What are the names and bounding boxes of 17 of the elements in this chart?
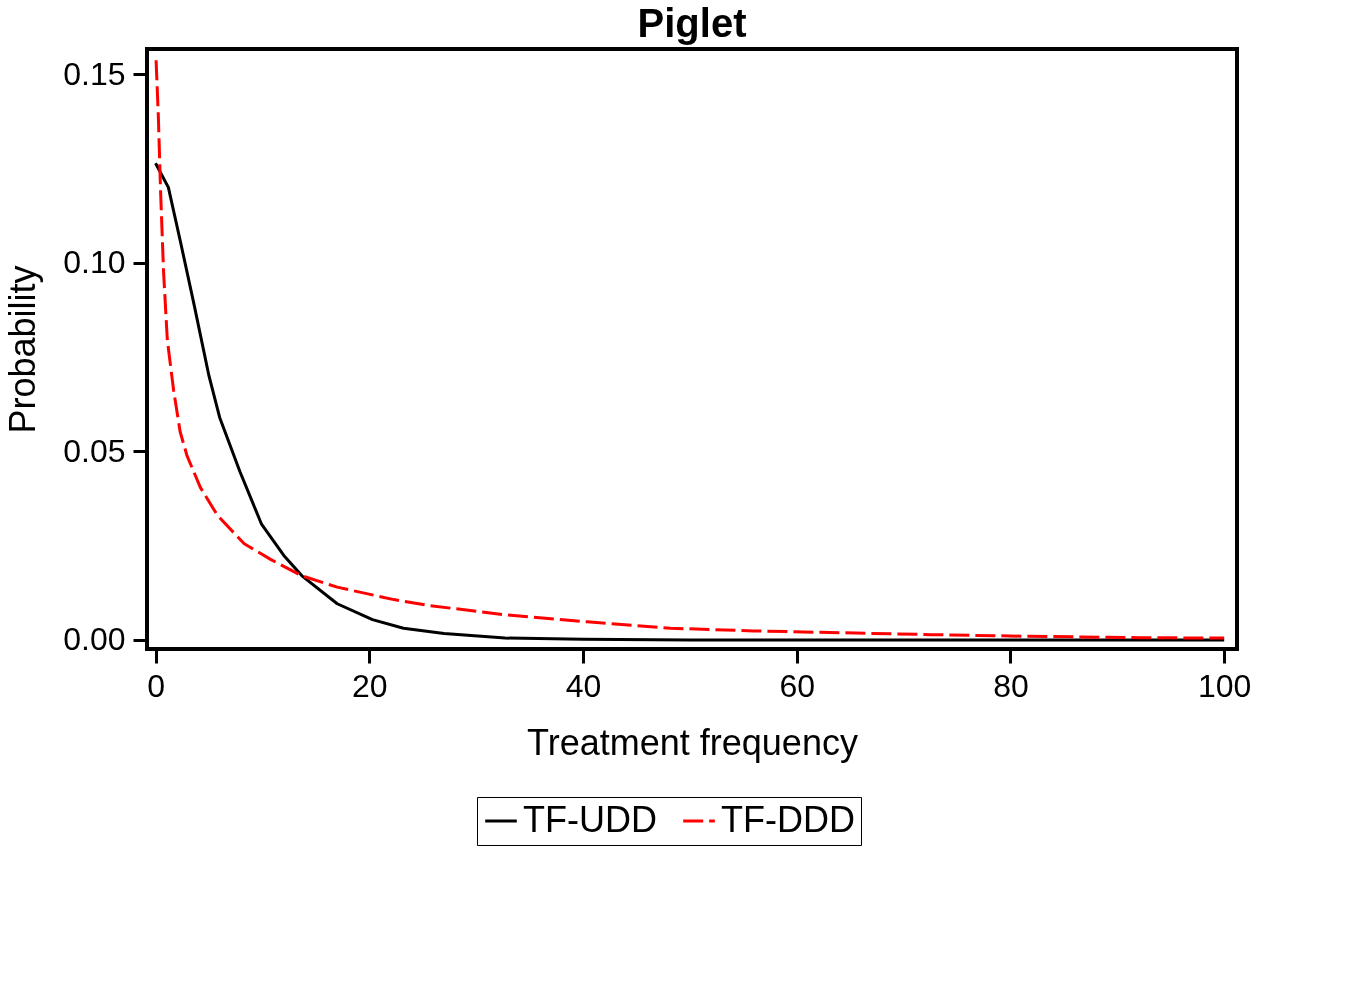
chart-title: Piglet <box>637 1 747 45</box>
line-series <box>154 58 1226 640</box>
legend-label: TF-UDD <box>523 799 657 840</box>
y-tick-label: 0.00 <box>63 621 126 658</box>
y-tick-label: 0.10 <box>63 244 126 281</box>
x-tick-label: 0 <box>147 667 165 704</box>
x-tick-label: 100 <box>1197 667 1252 704</box>
line-series <box>154 161 1226 642</box>
y-axis-title: Probability <box>2 265 44 434</box>
legend-label: TF-DDD <box>721 799 855 840</box>
x-tick-label: 20 <box>351 667 388 704</box>
x-tick-label: 40 <box>565 667 602 704</box>
y-tick-label: 0.05 <box>63 432 126 469</box>
x-axis-title: Treatment frequency <box>527 721 858 763</box>
x-tick-label: 60 <box>779 667 816 704</box>
x-tick-label: 80 <box>993 667 1029 704</box>
y-tick-label: 0.15 <box>63 55 126 92</box>
